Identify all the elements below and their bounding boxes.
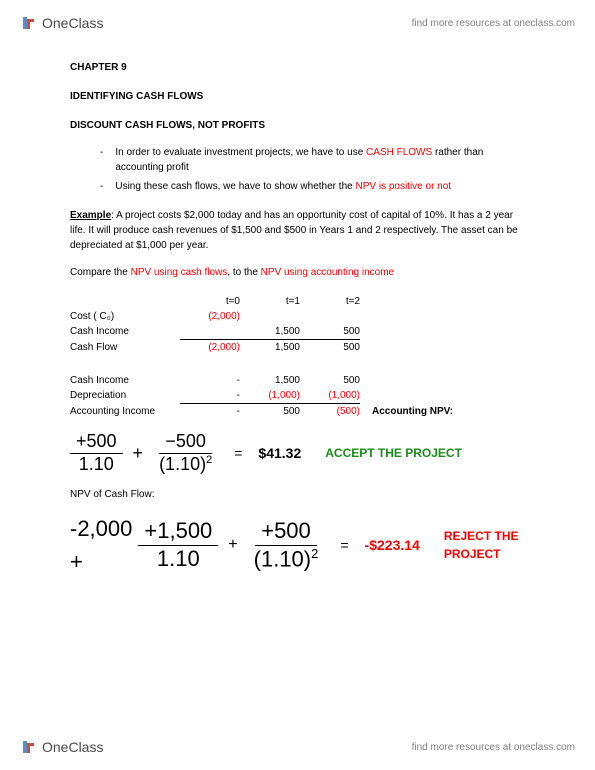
cashflow-npv-formula: -2,000 + +1,500 1.10 + +500 (1.10)2 = -$… — [70, 512, 530, 578]
equals-icon: = — [234, 443, 242, 464]
bullet-text: In order to evaluate investment projects… — [115, 145, 530, 175]
bullet-dash-icon: - — [100, 145, 103, 175]
header-tagline: find more resources at oneclass.com — [412, 18, 575, 29]
accounting-npv-formula: +500 1.10 + −500 (1.10)2 = $41.32 ACCEPT… — [70, 431, 530, 475]
heading-1: IDENTIFYING CASH FLOWS — [70, 89, 530, 104]
plus-icon: + — [228, 533, 237, 557]
npv-result: $41.32 — [258, 443, 301, 464]
brand-name: OneClass — [42, 739, 103, 755]
table-header-row: t=0 t=1 t=2 — [70, 294, 530, 309]
chapter-label: CHAPTER 9 — [70, 60, 530, 75]
brand-logo: OneClass — [20, 738, 103, 756]
bullet-dash-icon: - — [100, 179, 103, 194]
plus-icon: + — [133, 440, 144, 467]
bullet-item: - Using these cash flows, we have to sho… — [100, 179, 530, 194]
accept-verdict: ACCEPT THE PROJECT — [325, 444, 462, 462]
logo-icon — [20, 14, 38, 32]
table-row: Cash Income 1,500 500 — [70, 324, 530, 340]
table-row: Depreciation - (1,000) (1,000) — [70, 388, 530, 404]
fraction: +500 1.10 — [70, 431, 123, 475]
bullet-text: Using these cash flows, we have to show … — [115, 179, 451, 194]
equals-icon: = — [340, 535, 348, 556]
fraction: −500 (1.10)2 — [153, 431, 218, 475]
npv-cashflow-label: NPV of Cash Flow: — [70, 487, 530, 502]
npv-result: -$223.14 — [365, 535, 420, 556]
heading-2: DISCOUNT CASH FLOWS, NOT PROFITS — [70, 118, 530, 133]
brand-name: OneClass — [42, 15, 103, 31]
bullet-list: - In order to evaluate investment projec… — [100, 145, 530, 194]
accounting-table: Cash Income - 1,500 500 Depreciation - (… — [70, 373, 530, 419]
accounting-npv-label: Accounting NPV: — [372, 404, 453, 419]
page-header: OneClass find more resources at oneclass… — [0, 8, 595, 38]
reject-verdict: REJECT THE PROJECT — [444, 527, 530, 563]
brand-logo: OneClass — [20, 14, 103, 32]
page-footer: OneClass find more resources at oneclass… — [0, 732, 595, 762]
table-row: Cash Income - 1,500 500 — [70, 373, 530, 388]
fraction: +1,500 1.10 — [138, 518, 218, 572]
fraction: +500 (1.10)2 — [248, 518, 325, 572]
cashflow-table: t=0 t=1 t=2 Cost ( C₀) (2,000) Cash Inco… — [70, 294, 530, 355]
logo-icon — [20, 738, 38, 756]
table-row: Cost ( C₀) (2,000) — [70, 309, 530, 324]
compare-line: Compare the NPV using cash flows, to the… — [70, 265, 530, 280]
table-row: Accounting Income - 500 (500) Accounting… — [70, 404, 530, 419]
lead-term: -2,000 + — [70, 512, 132, 578]
document-body: CHAPTER 9 IDENTIFYING CASH FLOWS DISCOUN… — [70, 60, 530, 590]
bullet-item: - In order to evaluate investment projec… — [100, 145, 530, 175]
footer-tagline: find more resources at oneclass.com — [412, 742, 575, 753]
table-row: Cash Flow (2,000) 1,500 500 — [70, 340, 530, 355]
example-paragraph: Example: A project costs $2,000 today an… — [70, 208, 530, 253]
